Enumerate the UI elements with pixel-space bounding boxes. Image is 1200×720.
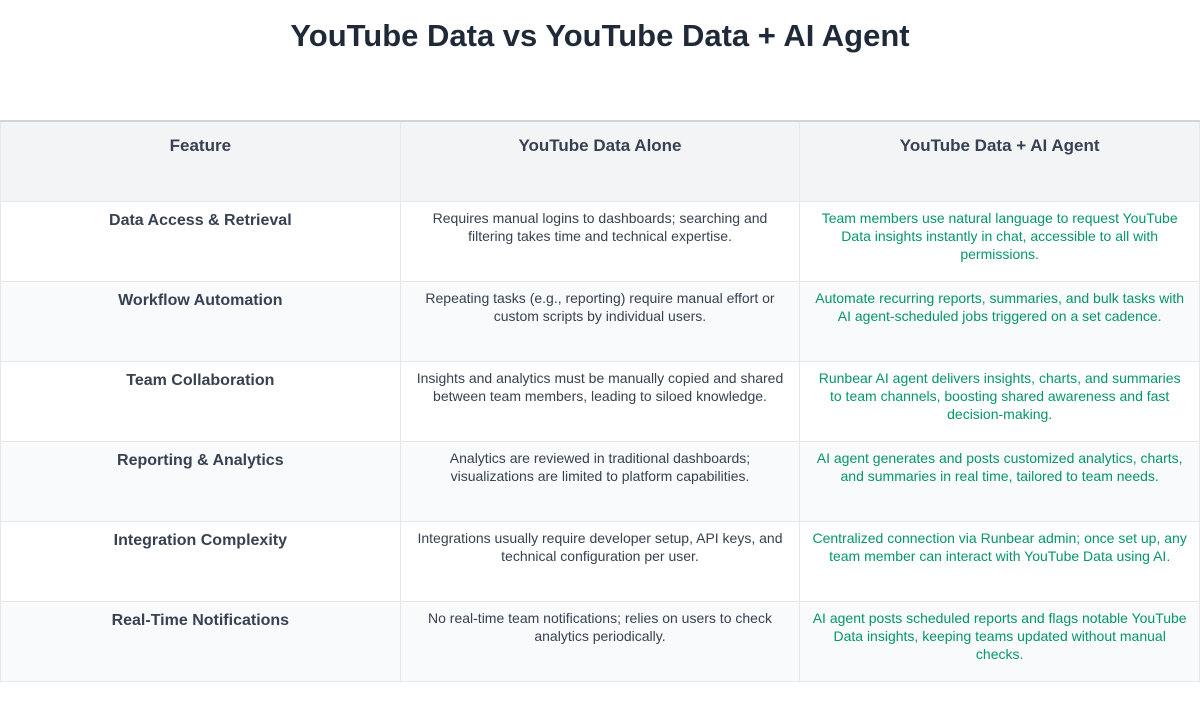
feature-cell: Data Access & Retrieval [0,200,401,282]
table-row: Team Collaboration Insights and analytics… [0,360,1200,442]
alone-cell: Analytics are reviewed in traditional da… [399,440,801,522]
alone-cell: Insights and analytics must be manually … [399,360,801,442]
page-title: YouTube Data vs YouTube Data + AI Agent [290,18,910,53]
table-row: Data Access & Retrieval Requires manual l… [0,200,1200,282]
alone-cell: Integrations usually require developer s… [399,520,801,602]
header-alone: YouTube Data Alone [399,120,801,202]
table-row: Reporting & Analytics Analytics are revie… [0,440,1200,522]
ai-cell: Centralized connection via Runbear admin… [799,520,1200,602]
feature-cell: Real-Time Notifications [0,600,401,682]
table-header-row: Feature YouTube Data Alone YouTube Data … [0,120,1200,202]
table-row: Integration Complexity Integrations usual… [0,520,1200,602]
ai-cell: AI agent posts scheduled reports and fla… [799,600,1200,682]
alone-cell: Repeating tasks (e.g., reporting) requir… [399,280,801,362]
feature-cell: Reporting & Analytics [0,440,401,522]
feature-cell: Integration Complexity [0,520,401,602]
ai-cell: Runbear AI agent delivers insights, char… [799,360,1200,442]
ai-cell: Team members use natural language to req… [799,200,1200,282]
table-row: Workflow Automation Repeating tasks (e.g.… [0,280,1200,362]
alone-cell: Requires manual logins to dashboards; se… [399,200,801,282]
alone-cell: No real-time team notifications; relies … [399,600,801,682]
header-ai: YouTube Data + AI Agent [799,120,1200,202]
header-feature: Feature [0,120,401,202]
feature-cell: Workflow Automation [0,280,401,362]
table-row: Real-Time Notifications No real-time team… [0,600,1200,682]
feature-cell: Team Collaboration [0,360,401,442]
comparison-table: Feature YouTube Data Alone YouTube Data … [0,120,1200,682]
ai-cell: AI agent generates and posts customized … [799,440,1200,522]
ai-cell: Automate recurring reports, summaries, a… [799,280,1200,362]
